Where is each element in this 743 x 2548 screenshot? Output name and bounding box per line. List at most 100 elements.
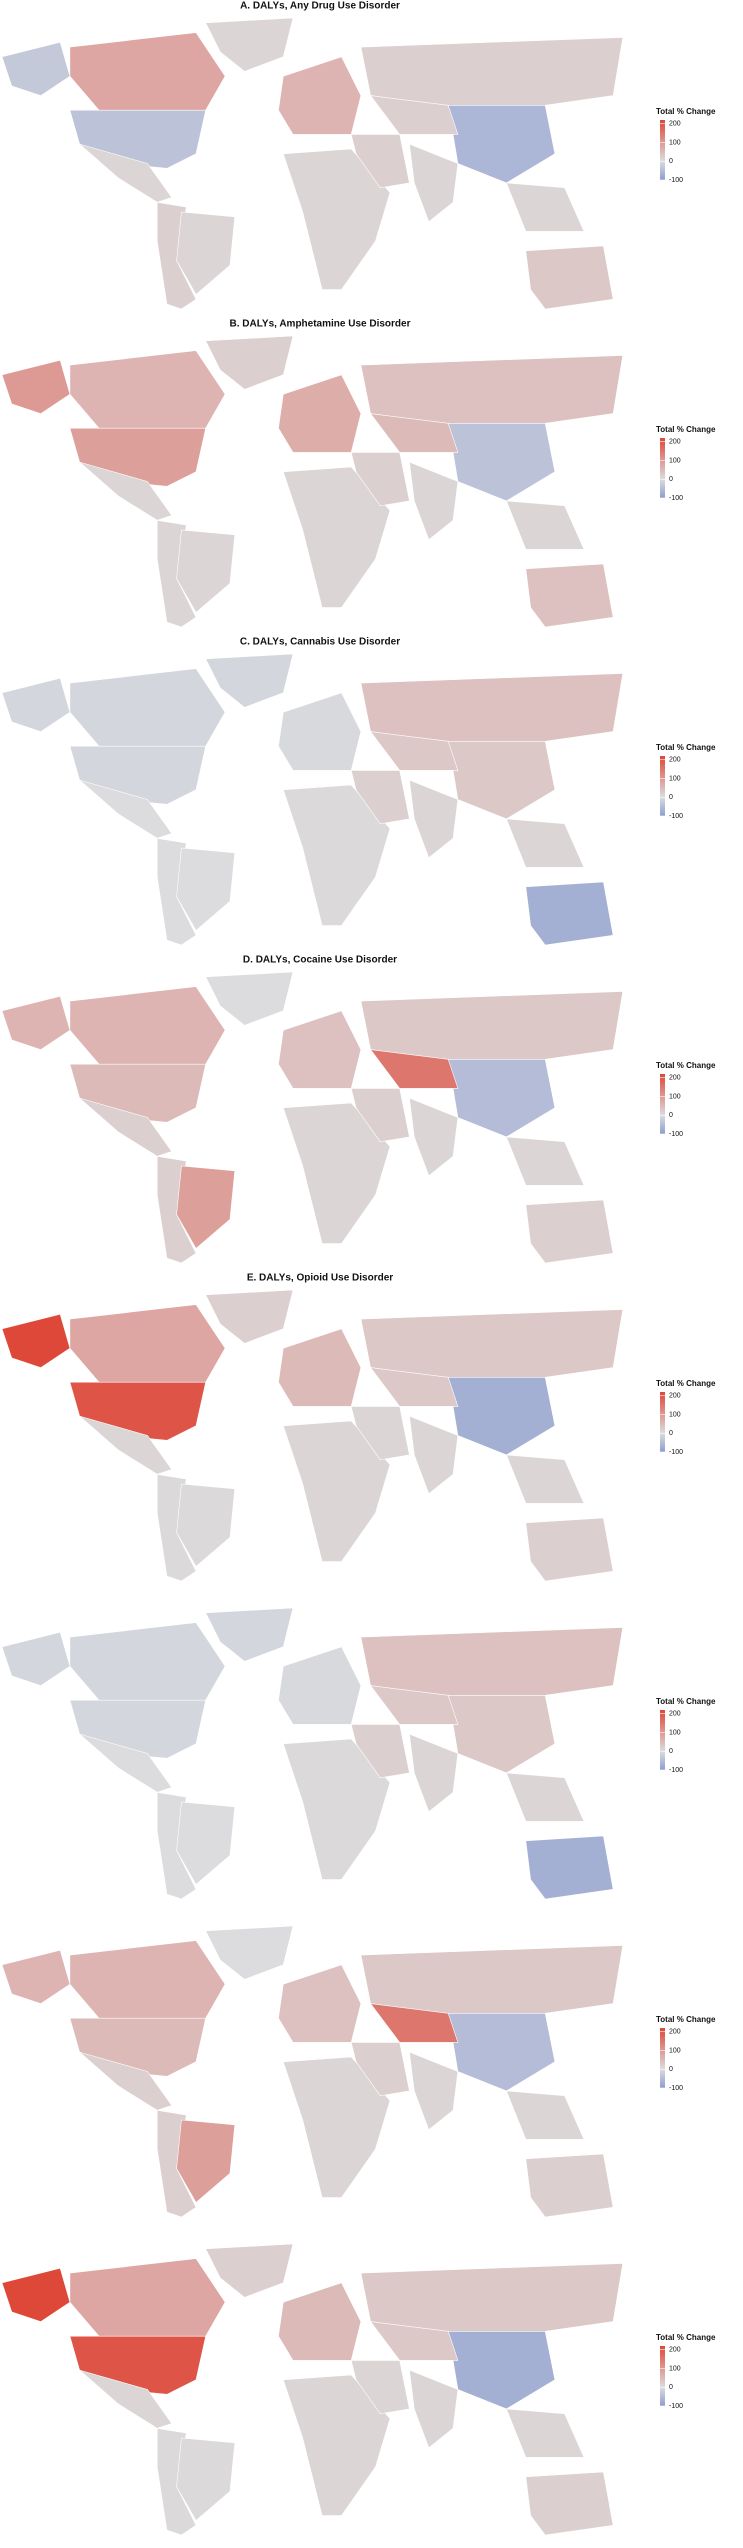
region (447, 2013, 556, 2092)
region (1, 1313, 71, 1368)
legend-tick-label: 100 (669, 1411, 681, 1418)
region (69, 668, 226, 752)
legend-tick-label: -100 (669, 1767, 683, 1774)
legend-title: Total % Change (656, 1379, 716, 1388)
region (1, 677, 71, 732)
legend-tick-label: 0 (669, 1430, 673, 1437)
region (79, 2051, 173, 2111)
panel: Total % Change 200 100 0 -100 (1, 2243, 716, 2536)
region (525, 1835, 614, 1900)
region (350, 1088, 410, 1143)
region (525, 1199, 614, 1264)
region (369, 413, 459, 453)
legend-tick-label: 200 (669, 1075, 681, 1082)
legend-tick-label: 200 (669, 121, 681, 128)
region (176, 1801, 236, 1885)
legend-title: Total % Change (656, 425, 716, 434)
region (369, 2003, 459, 2043)
region (360, 1627, 624, 1696)
region (369, 1367, 459, 1407)
region (360, 355, 624, 424)
map (1, 17, 624, 310)
region (205, 1289, 294, 1344)
region (447, 1059, 556, 1138)
region (360, 1945, 624, 2014)
legend-tick-label: 200 (669, 439, 681, 446)
region (69, 109, 207, 169)
panel: B. DALYs, Amphetamine Use Disorder Total … (1, 319, 716, 628)
legend-tick-label: 100 (669, 2365, 681, 2372)
legend-tick-label: 0 (669, 1748, 673, 1755)
colorbar (660, 2028, 665, 2088)
region (69, 1622, 226, 1706)
region (278, 1964, 362, 2043)
region (69, 1381, 207, 1441)
legend-tick-label: 100 (669, 457, 681, 464)
region (205, 1925, 294, 1980)
region (69, 32, 226, 116)
region (505, 1136, 585, 1186)
region (205, 17, 294, 72)
region (79, 461, 173, 521)
region (79, 143, 173, 203)
region (369, 1685, 459, 1725)
region (505, 818, 585, 868)
panel: Total % Change 200 100 0 -100 (1, 1607, 716, 1900)
region (505, 182, 585, 232)
panel: C. DALYs, Cannabis Use Disorder Total % C… (1, 637, 716, 946)
region (278, 2282, 362, 2361)
colorbar (660, 120, 665, 180)
panel: D. DALYs, Cocaine Use Disorder Total % Ch… (1, 955, 716, 1264)
region (176, 211, 236, 295)
region (79, 1097, 173, 1157)
region (447, 1377, 556, 1456)
region (409, 2051, 459, 2131)
legend-tick-label: 200 (669, 2347, 681, 2354)
region (69, 350, 226, 434)
region (350, 452, 410, 507)
region (525, 881, 614, 946)
legend-tick-label: 100 (669, 775, 681, 782)
region (205, 1607, 294, 1662)
region (1, 1631, 71, 1686)
map (1, 2243, 624, 2536)
region (369, 95, 459, 135)
legend-tick-label: -100 (669, 495, 683, 502)
legend-tick-label: 0 (669, 476, 673, 483)
legend-tick-label: 100 (669, 1093, 681, 1100)
legend-tick-label: 200 (669, 2029, 681, 2036)
region (176, 2437, 236, 2521)
region (79, 2369, 173, 2429)
region (409, 1097, 459, 1177)
colorbar (660, 756, 665, 816)
region (409, 2369, 459, 2449)
map (1, 1925, 624, 2218)
region (447, 423, 556, 502)
legend-title: Total % Change (656, 2333, 716, 2342)
region (409, 461, 459, 541)
region (505, 2408, 585, 2458)
region (525, 2471, 614, 2536)
region (69, 2017, 207, 2077)
region (176, 1165, 236, 1249)
region (205, 335, 294, 390)
region (505, 1454, 585, 1504)
legend-tick-label: 0 (669, 794, 673, 801)
legend-tick-label: -100 (669, 813, 683, 820)
region (278, 1010, 362, 1089)
region (1, 359, 71, 414)
region (69, 1940, 226, 2024)
map (1, 1289, 624, 1582)
region (79, 779, 173, 839)
map (1, 335, 624, 628)
region (69, 745, 207, 805)
region (205, 653, 294, 708)
region (1, 41, 71, 96)
region (350, 134, 410, 189)
legend-tick-label: 0 (669, 2066, 673, 2073)
legend-tick-label: -100 (669, 1449, 683, 1456)
region (360, 37, 624, 106)
region (360, 1309, 624, 1378)
region (447, 2331, 556, 2410)
region (1, 2267, 71, 2322)
